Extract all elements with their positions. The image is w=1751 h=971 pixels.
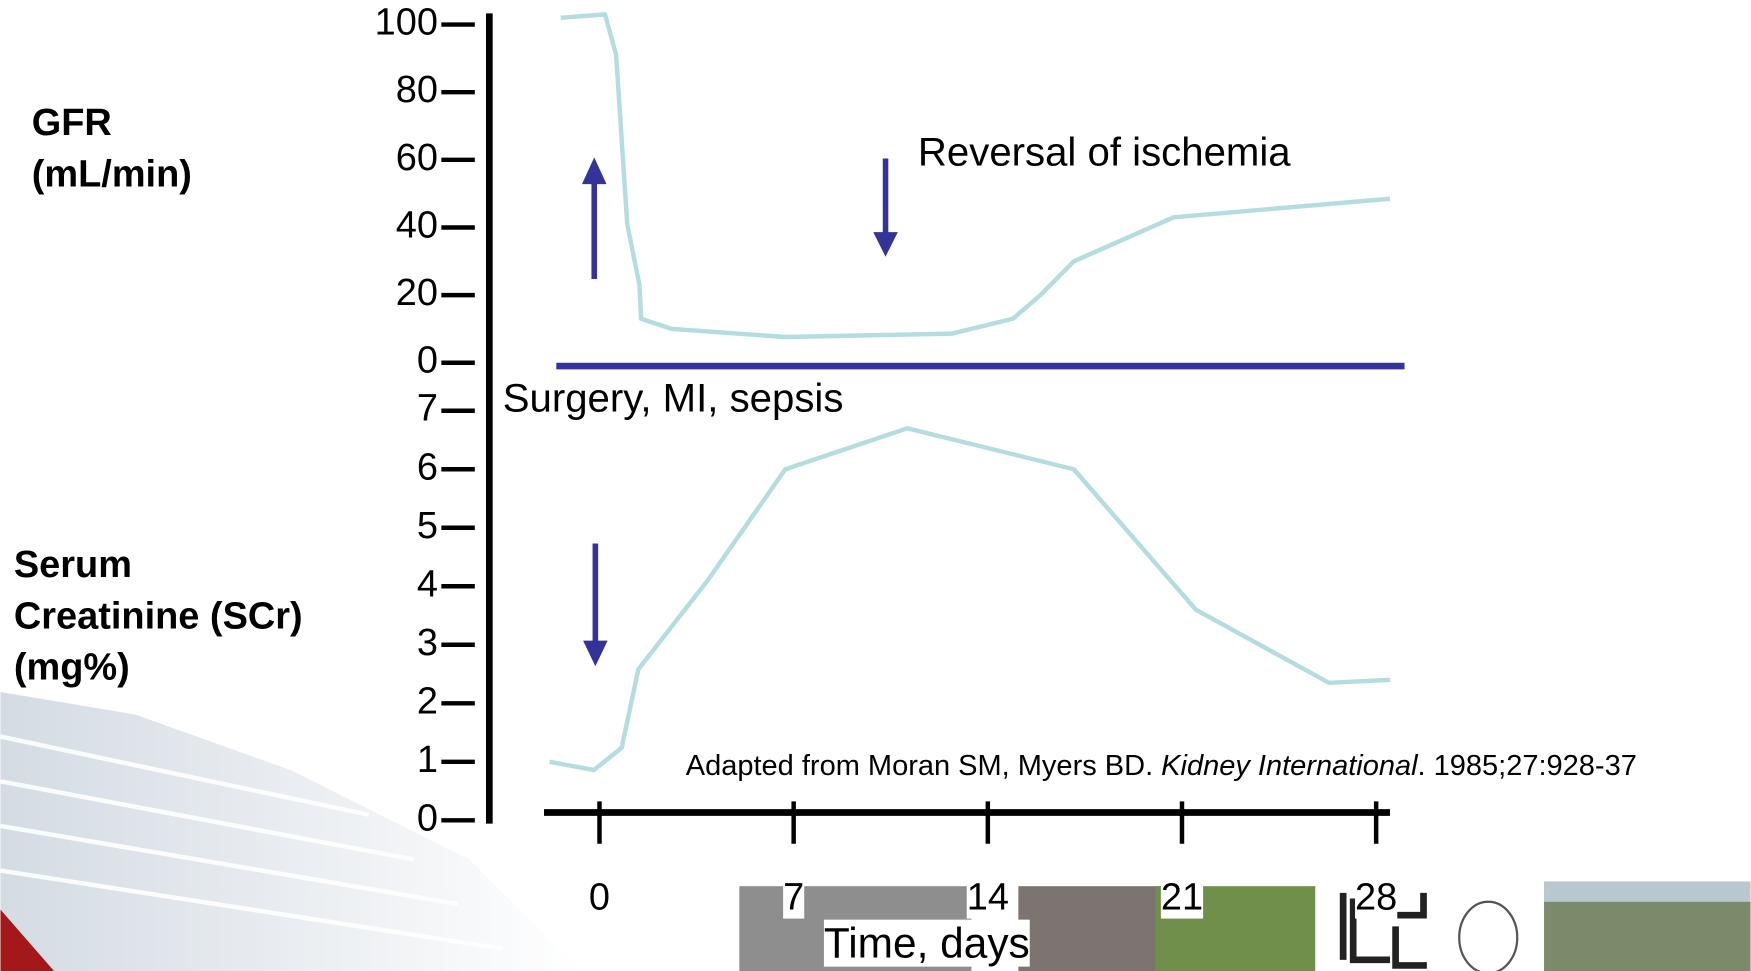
y-tick-label: 20	[396, 272, 438, 314]
y-axis-label: Serum	[14, 544, 132, 586]
y-tick-label: 40	[396, 204, 438, 246]
annotation: Surgery, MI, sepsis	[503, 375, 844, 420]
label-bg	[1355, 876, 1398, 919]
y-tick-label: 2	[417, 680, 438, 722]
y-tick-label: 5	[417, 505, 438, 547]
y-tick-label: 0	[417, 797, 438, 839]
plot: Reversal of ischemia Surgery, MI, sepsis…	[485, 13, 1637, 824]
data-line	[549, 426, 1391, 773]
label-bg	[588, 876, 611, 919]
label-bg	[1160, 876, 1204, 919]
x-tick-label: 21	[1161, 877, 1203, 919]
citation-text: Adapted from Moran SM, Myers BD.	[686, 749, 1161, 781]
y-axis-label: (mg%)	[14, 647, 130, 689]
y-tick-label: 1	[417, 739, 438, 781]
label-bg	[783, 876, 805, 919]
x-axis-label: Time, days	[824, 920, 1030, 967]
arrowheads	[581, 157, 898, 667]
arrows	[591, 158, 889, 646]
y-tick-label: 60	[396, 137, 438, 179]
y-tick-label: 4	[417, 563, 438, 605]
x-tick-label: 7	[783, 877, 804, 919]
data-line	[560, 12, 1391, 340]
label-bg	[823, 919, 1030, 967]
y-axis-label: (mL/min)	[32, 153, 192, 195]
y-tick-label: 80	[396, 69, 438, 111]
y-axis-label: Creatinine (SCr)	[14, 595, 303, 637]
background	[0, 691, 1751, 971]
y-tick-label: 6	[417, 446, 438, 488]
annotation: Reversal of ischemia	[918, 130, 1291, 175]
x-tick-label: 0	[589, 877, 610, 919]
y-tick-label: 7	[417, 388, 438, 430]
label-bg	[966, 876, 1009, 919]
x-tick-label: 14	[967, 877, 1009, 919]
y-tick-label: 0	[417, 340, 438, 382]
citation: Adapted from Moran SM, Myers BD. Kidney …	[686, 749, 1637, 781]
citation-text: . 1985;27:928-37	[1418, 749, 1637, 781]
y-tick-label: 100	[375, 2, 438, 44]
y-axis-label: GFR	[32, 102, 112, 144]
y-tick-label: 3	[417, 622, 438, 664]
x-tick-label: 28	[1355, 877, 1397, 919]
citation-journal: Kidney International	[1161, 749, 1419, 781]
